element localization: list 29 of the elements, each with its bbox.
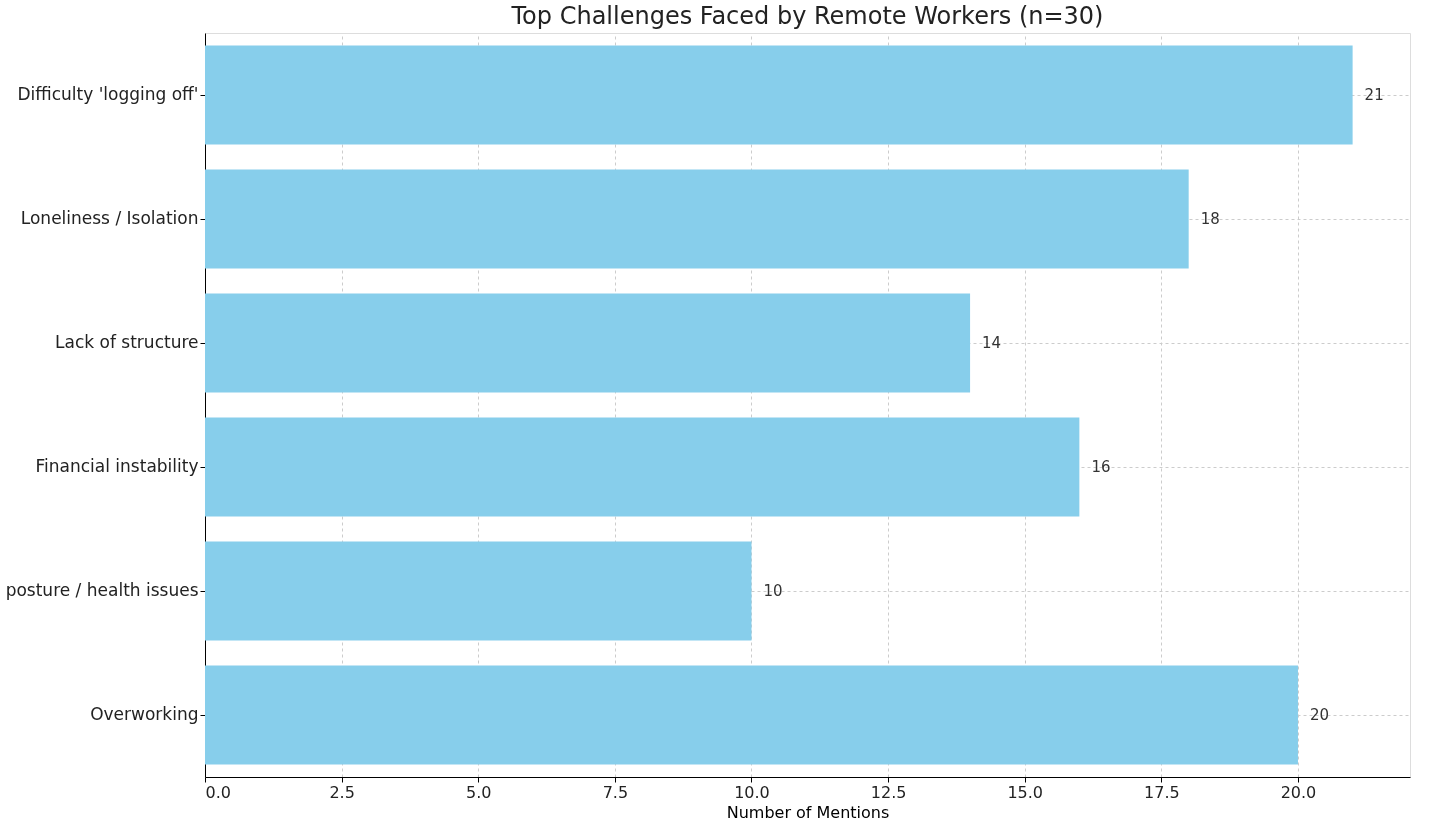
x-axis-title: Number of Mentions [726, 802, 890, 822]
y-tick-label: Loneliness / Isolation [20, 208, 199, 228]
bar [205, 665, 1298, 765]
y-tick-label: Lack of structure [55, 332, 199, 352]
x-tick-label: 5.0 [466, 782, 492, 802]
bar [205, 417, 1080, 517]
bar [205, 45, 1353, 145]
bar [205, 293, 971, 393]
data-label: 16 [1091, 458, 1111, 476]
y-tick-label: posture / health issues [5, 580, 199, 600]
y-tick-label: Overworking [90, 704, 199, 724]
chart-title: Top Challenges Faced by Remote Workers (n=30) [510, 2, 1104, 30]
data-label: 10 [763, 582, 783, 600]
x-tick-label: 17.5 [1144, 782, 1180, 802]
y-tick-label: Difficulty 'logging off' [17, 84, 199, 104]
x-tick-label: 10.0 [734, 782, 770, 802]
data-label: 18 [1200, 210, 1220, 228]
x-tick-label: 20.0 [1280, 782, 1317, 802]
data-label: 20 [1309, 706, 1330, 724]
x-tick-label: 0.0 [205, 782, 231, 802]
data-label: 21 [1364, 86, 1384, 104]
x-tick-label: 15.0 [1007, 782, 1044, 802]
y-tick-label: Financial instability [35, 456, 199, 476]
x-tick-label: 2.5 [329, 782, 355, 802]
bar [205, 541, 752, 641]
x-tick-label: 7.5 [602, 782, 629, 802]
x-tick-label: 12.5 [870, 782, 907, 802]
data-label: 14 [982, 334, 1002, 352]
bar [205, 169, 1189, 269]
